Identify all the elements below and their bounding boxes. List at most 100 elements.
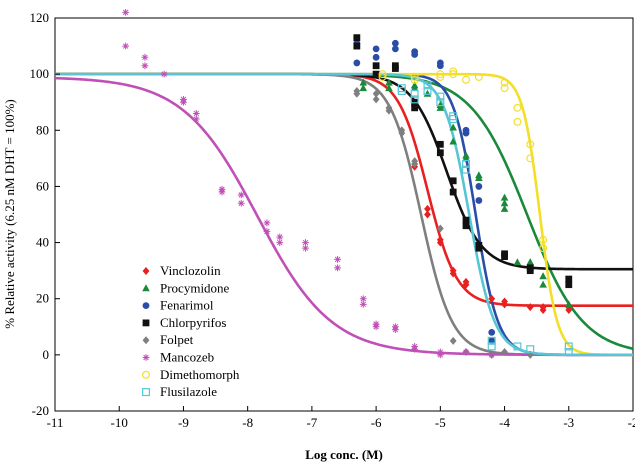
x-tick-label: -4 [499,415,510,430]
data-point-mancozeb [237,199,245,207]
data-point-mancozeb [359,300,367,308]
data-point-folpet [501,348,508,357]
data-point-flusilazole [487,342,496,351]
data-point-vinclozolin [449,269,457,278]
x-tick-label: -6 [371,415,382,430]
legend-marker [142,354,150,361]
y-axis-label: % Relative activity (6.25 nM DHT = 100%) [2,99,17,329]
data-point-mancozeb [192,110,200,117]
data-point-chlorpyrifos [475,244,483,252]
data-point-dimethomorph [539,244,548,253]
data-point-chlorpyrifos [372,62,380,70]
data-point-flusilazole [449,115,458,124]
data-point-procymidone [526,258,535,266]
data-point-dimethomorph [410,72,419,81]
data-point-dimethomorph [436,72,445,81]
legend-item-mancozeb: Mancozeb [142,350,214,365]
data-point-mancozeb [218,188,226,196]
data-point-fenarimol [411,51,419,58]
data-point-dimethomorph [500,78,509,87]
data-point-chlorpyrifos [372,70,380,78]
data-point-procymidone [436,103,445,111]
data-point-procymidone [500,199,509,207]
y-tick-label: 120 [30,10,50,25]
data-point-dimethomorph [526,140,535,149]
data-point-dimethomorph [474,72,483,81]
data-point-folpet [385,106,393,115]
data-point-chlorpyrifos [411,104,419,112]
legend-label: Chlorpyrifos [160,315,226,330]
y-tick-label: 40 [36,235,49,250]
data-point-dimethomorph [526,154,535,163]
data-point-dimethomorph [378,72,387,81]
y-tick-label: -20 [32,403,49,418]
data-point-procymidone [359,84,368,92]
data-point-mancozeb [180,98,187,106]
data-point-chlorpyrifos [501,253,508,261]
data-point-procymidone [475,174,483,182]
data-point-vinclozolin [436,235,444,244]
data-point-dimethomorph [513,103,522,112]
data-point-chlorpyrifos [391,65,399,72]
data-point-mancozeb [391,326,399,333]
x-tick-label: -8 [242,415,253,430]
x-axis-label: Log conc. (M) [305,447,383,462]
data-point-folpet [353,89,361,98]
data-point-vinclozolin [565,305,573,314]
data-point-fenarimol [391,39,399,47]
fit-curve-flusilazole [55,72,633,357]
legend-label: Mancozeb [160,350,214,365]
legend-item-folpet: Folpet [142,332,194,347]
legend-label: Flusilazole [160,384,217,399]
data-point-mancozeb [237,191,245,199]
data-point-folpet [372,89,380,98]
data-point-vinclozolin [462,277,470,286]
data-point-fenarimol [475,197,483,204]
legend-label: Procymidone [160,280,230,295]
legend-item-dimethomorph: Dimethomorph [142,367,240,382]
data-point-procymidone [410,81,419,89]
data-point-folpet [372,95,380,104]
legend: Vinclozolin Procymidone Fenarimol Chlorpyri… [142,263,240,399]
data-point-flusilazole [526,345,535,354]
data-point-procymidone [359,78,368,86]
y-axis: -20 0 20 40 60 80 100 120 [30,10,60,418]
data-point-procymidone [539,280,547,288]
x-axis: -11 -10 -9 -8 -7 -6 -5 -4 -3 -2 [47,406,635,430]
y-tick-label: 100 [30,66,50,81]
data-point-flusilazole [397,86,406,95]
x-tick-label: -7 [306,415,317,430]
data-point-fenarimol [488,329,496,336]
legend-label: Vinclozolin [160,263,221,278]
data-point-mancozeb [411,345,419,353]
fit-curves [54,72,634,357]
legend-marker [142,284,150,292]
data-point-dimethomorph [449,70,458,79]
legend-label: Dimethomorph [160,367,240,382]
legend-marker [142,336,150,345]
data-point-procymidone [500,193,509,201]
data-point-mancozeb [302,244,309,252]
legend-marker [142,267,150,275]
data-point-mancozeb [160,70,168,78]
data-point-dimethomorph [449,67,458,76]
data-point-flusilazole [410,95,419,104]
data-point-procymidone [449,123,457,131]
data-point-mancozeb [141,62,149,70]
data-point-flusilazole [410,89,419,98]
data-point-mancozeb [276,233,284,241]
plot-area [54,17,634,412]
data-point-mancozeb [462,348,470,356]
data-point-chlorpyrifos [449,188,457,196]
data-point-chlorpyrifos [565,281,573,289]
data-point-vinclozolin [539,303,547,312]
legend-item-flusilazole: Flusilazole [142,384,217,399]
data-point-mancozeb [334,264,341,272]
data-point-chlorpyrifos [565,275,573,283]
data-point-fenarimol [475,183,483,190]
data-point-procymidone [500,204,509,212]
data-point-procymidone [564,300,573,308]
data-point-dimethomorph [513,117,522,126]
data-point-fenarimol [436,62,444,70]
